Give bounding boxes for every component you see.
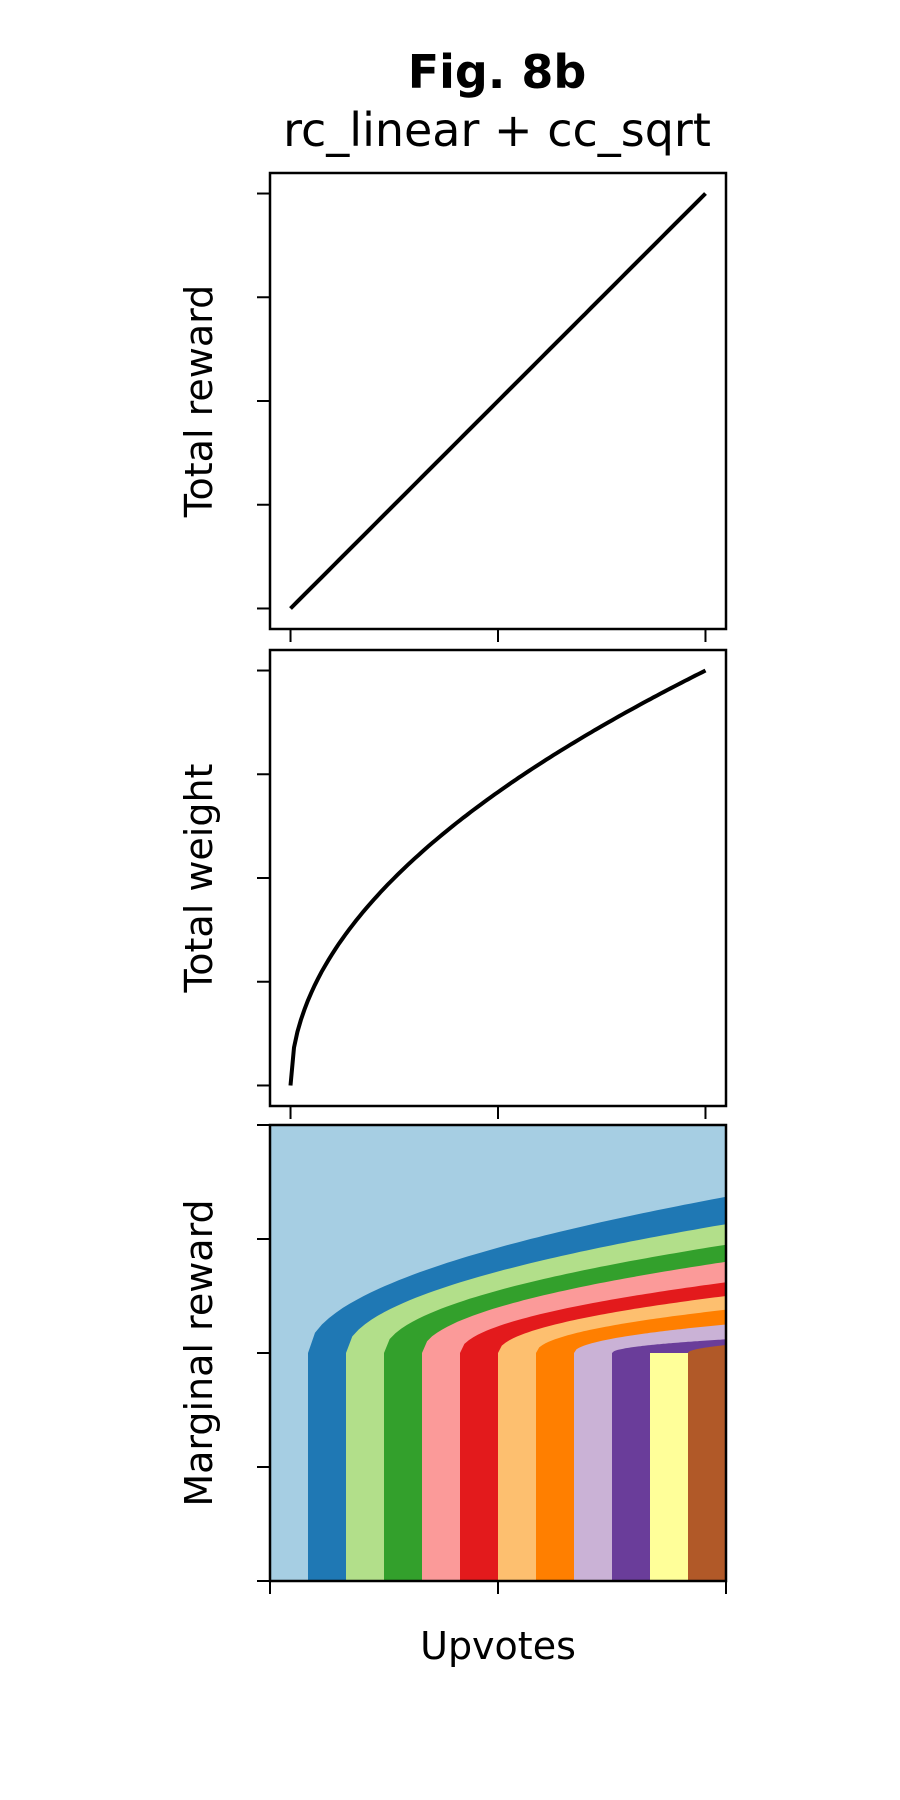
panel-total-weight: Total weight — [177, 648, 728, 1119]
figure-subtitle: rc_linear + cc_sqrt — [283, 103, 711, 157]
series-line-total-weight — [288, 668, 707, 1086]
series-line-total-reward — [289, 192, 707, 610]
y-axis-label: Marginal reward — [177, 1199, 221, 1506]
panel-marginal-reward: Marginal reward Upvotes — [177, 1123, 728, 1668]
y-axis-label: Total reward — [177, 285, 221, 518]
x-axis-label: Upvotes — [420, 1624, 576, 1668]
panel-total-reward: Total reward — [177, 171, 728, 642]
band-11 — [688, 1345, 726, 1581]
plot-frame — [268, 648, 728, 1108]
marginal-reward-area — [270, 1125, 726, 1581]
y-axis-label: Total weight — [177, 764, 221, 994]
figure-title: Fig. 8b — [408, 45, 587, 99]
